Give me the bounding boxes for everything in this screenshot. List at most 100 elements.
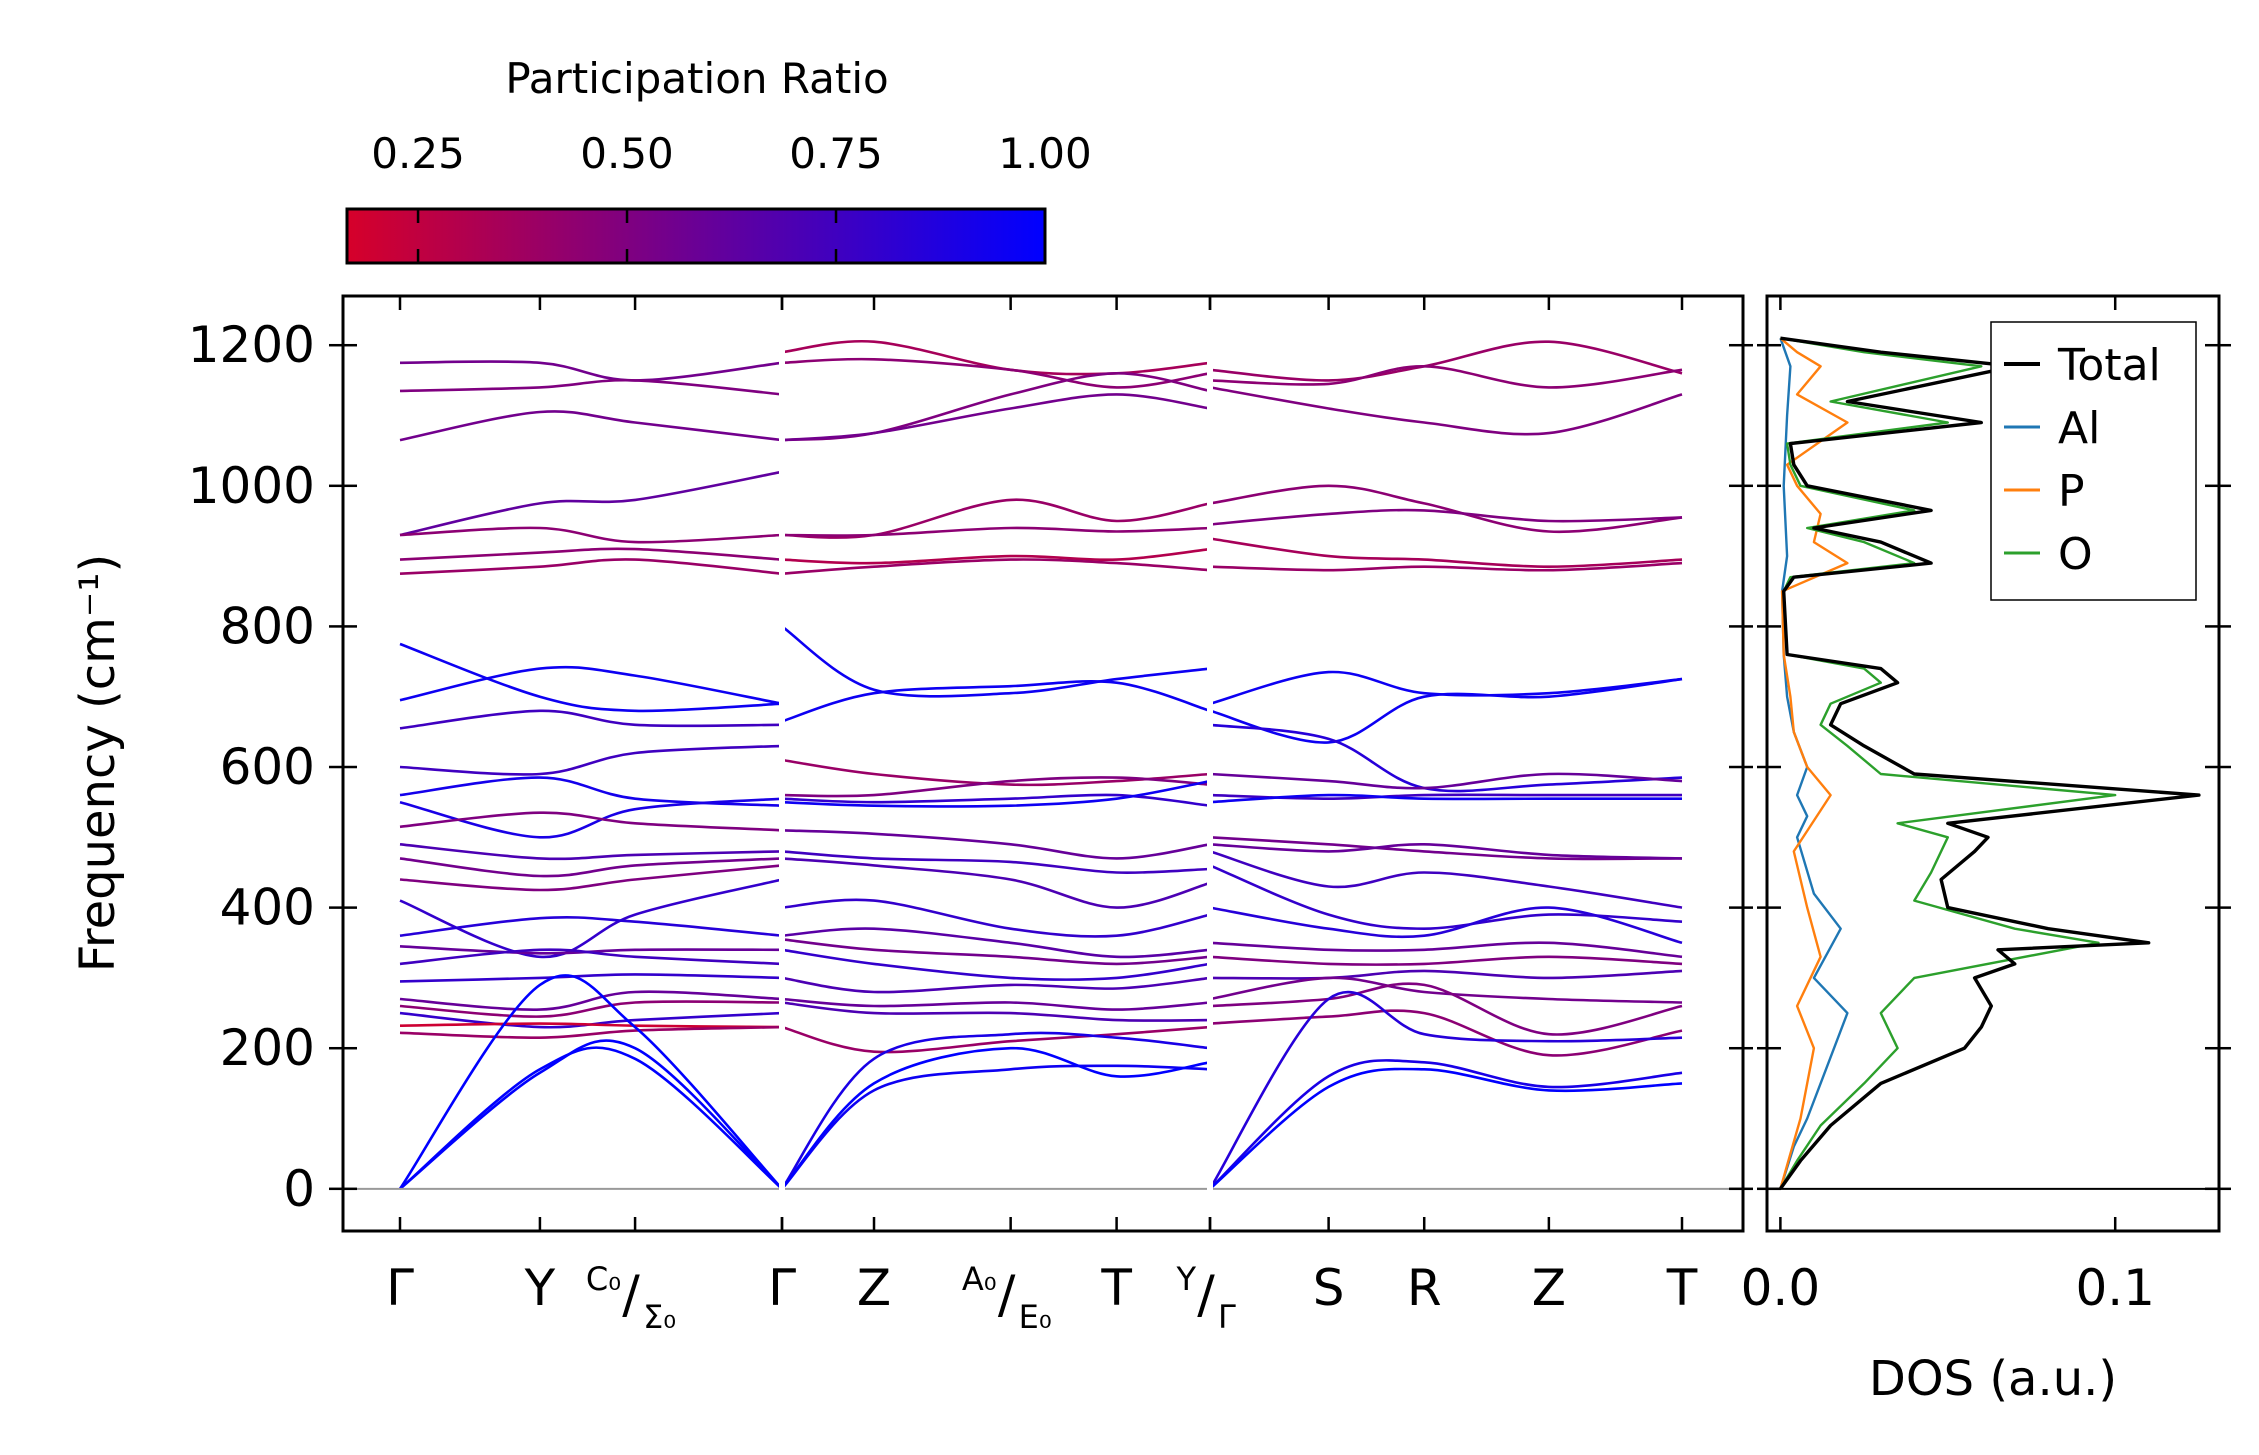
band-line: [1209, 670, 1683, 705]
high-symmetry-label: Γ: [386, 1259, 414, 1317]
legend-item: Al: [2004, 403, 2100, 454]
band-line: [398, 974, 783, 1190]
high-symmetry-ticks: Γ Y C₀ / Σ₀ ΓΓ Z A₀ / E₀ T Y / Γ S R Z T: [386, 296, 1698, 1336]
band-line: [399, 776, 783, 807]
legend-label: O: [2058, 529, 2093, 580]
band-line: [1209, 793, 1682, 804]
band-line: [1209, 793, 1682, 800]
colorbar-tick-label: 0.50: [580, 129, 674, 178]
band-line: [1209, 906, 1683, 945]
legend-items: Total Al PO: [2004, 340, 2161, 580]
band-line: [399, 1022, 783, 1029]
colorbar-title: Participation Ratio: [505, 54, 888, 103]
band-line: [399, 973, 783, 983]
frequency-tick-label: 0: [283, 1160, 315, 1218]
high-symmetry-label: C₀ / Σ₀: [586, 1260, 676, 1336]
dos-x-tick-label: 0.1: [2075, 1259, 2155, 1317]
band-line: [1209, 508, 1683, 526]
band-line: [1209, 1059, 1683, 1190]
high-symmetry-label: A₀ / E₀: [962, 1260, 1052, 1336]
band-line: [1209, 955, 1683, 967]
band-line: [781, 948, 1211, 981]
band-line: [781, 997, 1211, 1011]
dos-lines: [1779, 336, 2201, 1190]
band-line: [399, 744, 783, 776]
band-line: [399, 1000, 783, 1018]
band-line: [399, 1046, 783, 1190]
band-line: [1209, 386, 1683, 436]
band-line: [1209, 1067, 1683, 1190]
segment-separators: [779, 296, 1213, 1231]
band-line: [1209, 364, 1683, 389]
band-line: [1209, 941, 1683, 959]
dos-line-o: [1779, 337, 2117, 1190]
band-line: [399, 990, 783, 1011]
band-line: [781, 779, 1211, 808]
band-line: [1209, 982, 1683, 1036]
band-line: [399, 878, 783, 959]
colorbar-tick-label: 1.00: [998, 129, 1092, 178]
high-symmetry-label: S: [1313, 1259, 1345, 1317]
high-symmetry-label: T: [1100, 1259, 1132, 1317]
band-line: [399, 410, 783, 442]
band-line: [399, 360, 783, 382]
high-symmetry-label-sup: C₀: [586, 1260, 621, 1298]
colorbar: Participation Ratio 0.25 0.50 0.75 1.00: [345, 54, 1092, 265]
band-line: [399, 857, 783, 878]
band-line: [781, 898, 1211, 938]
dos-line-p: [1779, 337, 1849, 1190]
band-line: [781, 976, 1211, 994]
band-line: [781, 371, 1211, 442]
band-line: [1209, 677, 1683, 744]
dos-line-total: [1779, 336, 2201, 1190]
high-symmetry-label-slash: /: [622, 1265, 640, 1325]
band-line: [399, 470, 783, 537]
band-line: [781, 1025, 1211, 1054]
high-symmetry-label-sup: A₀: [962, 1260, 997, 1298]
band-line: [781, 1046, 1211, 1190]
legend-label: Al: [2058, 403, 2100, 454]
high-symmetry-label-slash: /: [1197, 1265, 1215, 1325]
band-line: [781, 938, 1211, 966]
band-line: [781, 1001, 1211, 1022]
band-line: [399, 547, 783, 561]
legend-item: Total: [2004, 340, 2161, 391]
band-line: [1209, 561, 1683, 572]
band-line: [399, 864, 783, 892]
band-line: [399, 1039, 783, 1190]
band-line: [399, 378, 783, 396]
colorbar-ticks: 0.25 0.50 0.75 1.00: [371, 129, 1092, 263]
band-line: [781, 526, 1211, 537]
band-line: [781, 547, 1211, 565]
band-line: [399, 1025, 783, 1040]
band-line: [781, 393, 1211, 442]
band-line: [399, 642, 783, 713]
band-line: [781, 498, 1211, 539]
high-symmetry-label: Y: [524, 1259, 556, 1317]
band-line: [399, 843, 783, 861]
band-line: [781, 679, 1211, 723]
dos-axis-label: DOS (a.u.): [1869, 1351, 2117, 1407]
dos-line-al: [1779, 337, 1849, 1190]
high-symmetry-label: Γ: [768, 1259, 796, 1317]
band-line: [781, 850, 1211, 874]
band-line: [1209, 976, 1683, 1004]
band-line: [1209, 340, 1683, 382]
band-line: [781, 829, 1211, 860]
frequency-tick-label: 600: [220, 738, 315, 796]
band-line: [781, 927, 1211, 959]
band-line: [399, 811, 783, 832]
dos-axis-ticks: 0.0 0.1: [1741, 296, 2231, 1317]
band-lines: [398, 339, 1683, 1190]
band-line: [1209, 969, 1683, 980]
high-symmetry-label: Z: [1532, 1259, 1566, 1317]
frequency-tick-label: 1000: [188, 457, 315, 515]
dos-plot-frame: [1765, 294, 2221, 1233]
band-line: [1209, 484, 1683, 534]
band-line: [399, 916, 783, 937]
band-line: [781, 1064, 1211, 1190]
high-symmetry-label: T: [1666, 1259, 1698, 1317]
band-line: [399, 709, 783, 730]
